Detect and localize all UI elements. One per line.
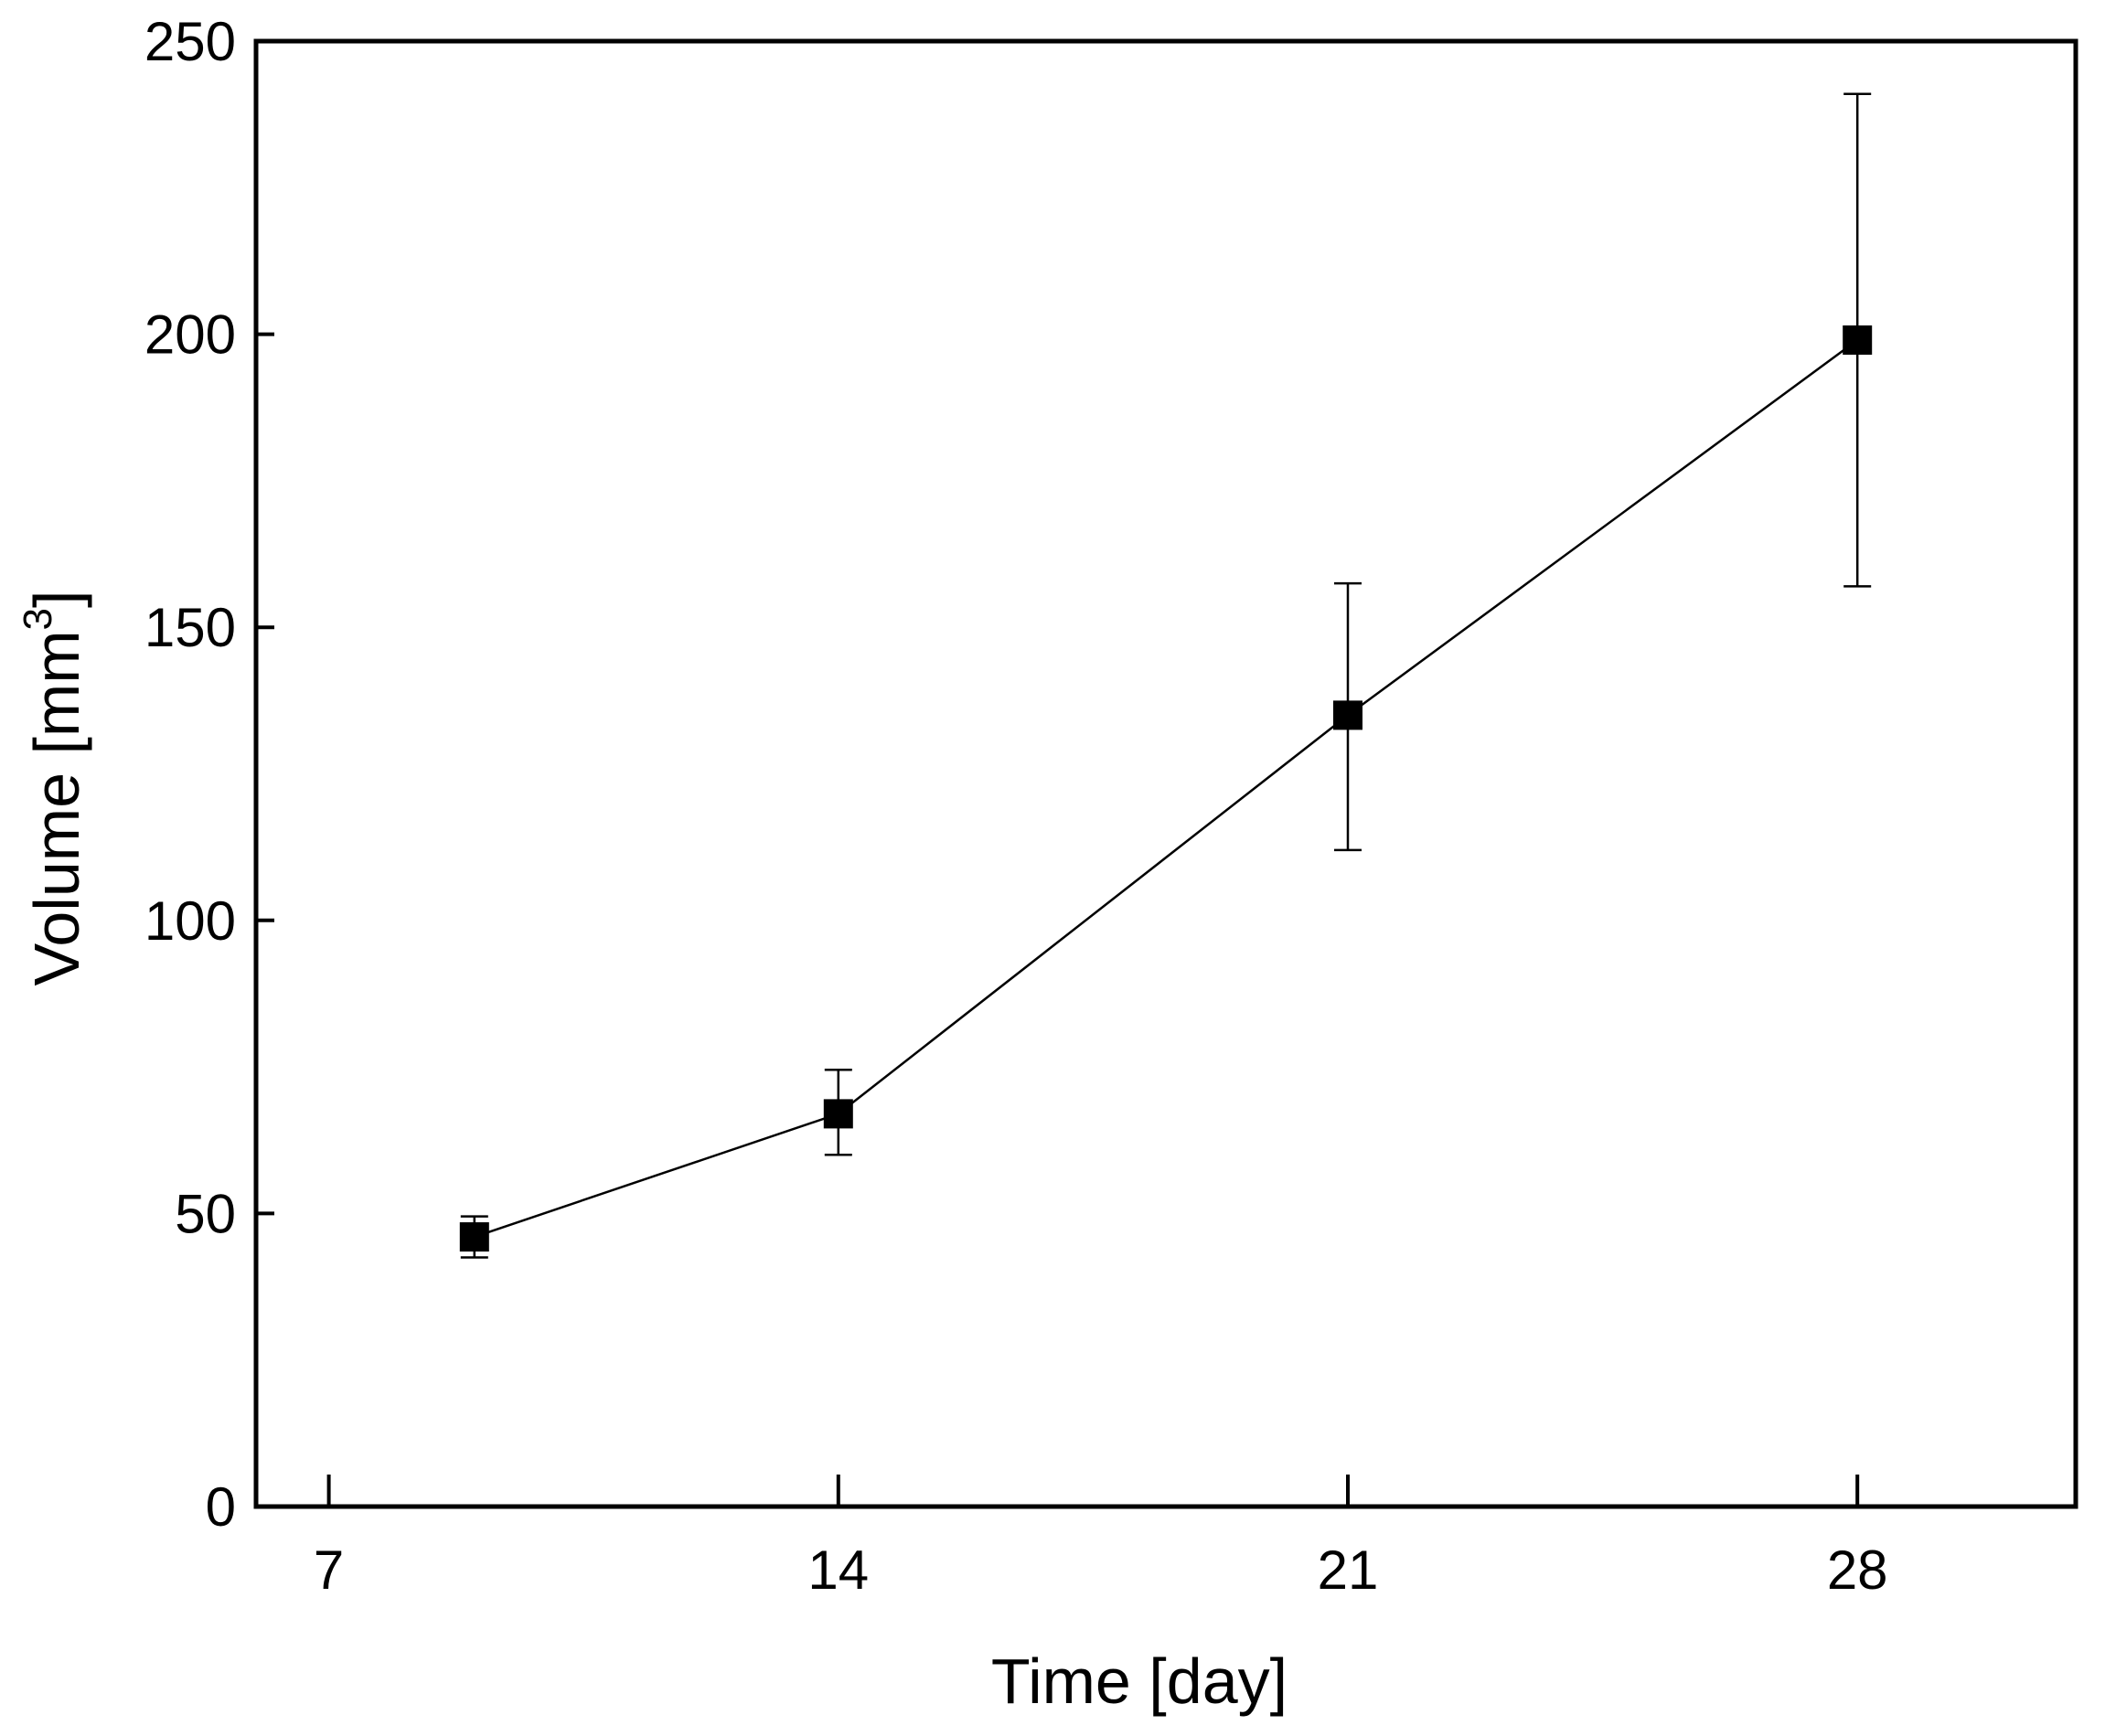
series-line xyxy=(474,339,1858,1239)
data-point-marker xyxy=(1333,700,1362,730)
data-point-marker xyxy=(1843,325,1873,356)
plot-frame xyxy=(253,38,2078,1509)
data-point-marker xyxy=(459,1222,489,1252)
x-tick-label: 21 xyxy=(1318,1539,1379,1601)
y-tick-label: 50 xyxy=(175,1183,236,1244)
y-axis-label-close: ] xyxy=(21,591,92,608)
x-tick-label: 14 xyxy=(807,1539,869,1601)
series-layer xyxy=(459,92,1873,1259)
y-tick-label: 250 xyxy=(144,11,236,72)
data-point-marker xyxy=(823,1099,853,1129)
y-tick-label: 150 xyxy=(144,597,236,658)
x-axis: 7 14 21 28 xyxy=(314,1475,1888,1601)
y-tick-label: 200 xyxy=(144,304,236,366)
x-tick-label: 28 xyxy=(1827,1539,1888,1601)
y-tick-label: 100 xyxy=(144,890,236,952)
y-axis-label-text: Volume [mm xyxy=(21,630,92,985)
y-axis-label: Volume [mm3] xyxy=(16,591,92,986)
y-tick-label: 0 xyxy=(206,1476,236,1538)
y-axis: 0 50 100 150 200 250 xyxy=(144,11,274,1538)
x-tick-label: 7 xyxy=(314,1539,344,1601)
y-axis-label-superscript: 3 xyxy=(16,608,60,630)
x-axis-label: Time [day] xyxy=(991,1645,1288,1717)
